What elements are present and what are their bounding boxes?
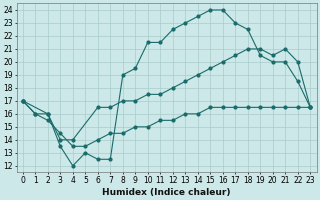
X-axis label: Humidex (Indice chaleur): Humidex (Indice chaleur)	[102, 188, 231, 197]
